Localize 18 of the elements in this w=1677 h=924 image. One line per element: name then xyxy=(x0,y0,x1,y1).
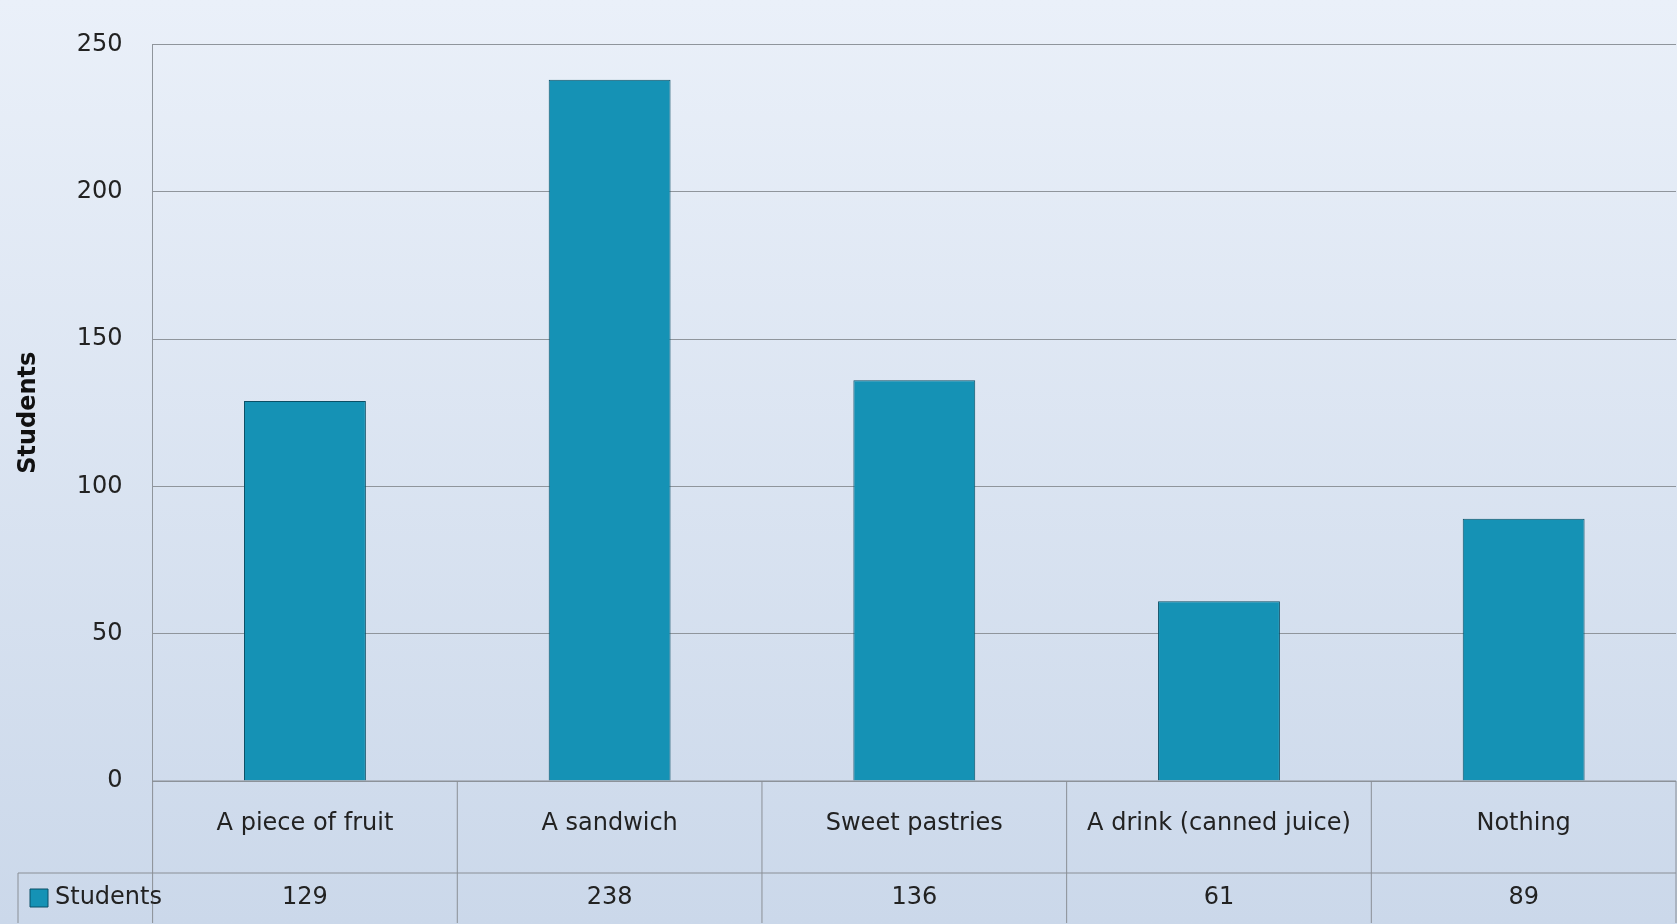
data-label: 238 xyxy=(586,882,633,911)
y-tick-label: 250 xyxy=(76,28,123,57)
y-tick-label: 150 xyxy=(76,323,123,352)
data-label: 61 xyxy=(1203,882,1235,911)
x-tick-label: Sweet pastries xyxy=(825,807,1003,836)
x-tick-label: A sandwich xyxy=(541,807,678,836)
x-tick-label: Nothing xyxy=(1476,807,1571,836)
data-label: 89 xyxy=(1508,882,1539,911)
y-tick-label: 100 xyxy=(76,470,123,499)
x-tick-label: A piece of fruit xyxy=(216,807,394,836)
y-axis-title: Students xyxy=(12,351,41,474)
legend-label: Students xyxy=(55,882,162,911)
data-label: 129 xyxy=(282,882,328,911)
y-tick-label: 200 xyxy=(76,175,123,204)
y-tick-label: 0 xyxy=(107,765,123,794)
x-tick-label: A drink (canned juice) xyxy=(1087,807,1351,836)
data-label: 136 xyxy=(891,882,938,911)
y-tick-label: 50 xyxy=(92,617,123,646)
